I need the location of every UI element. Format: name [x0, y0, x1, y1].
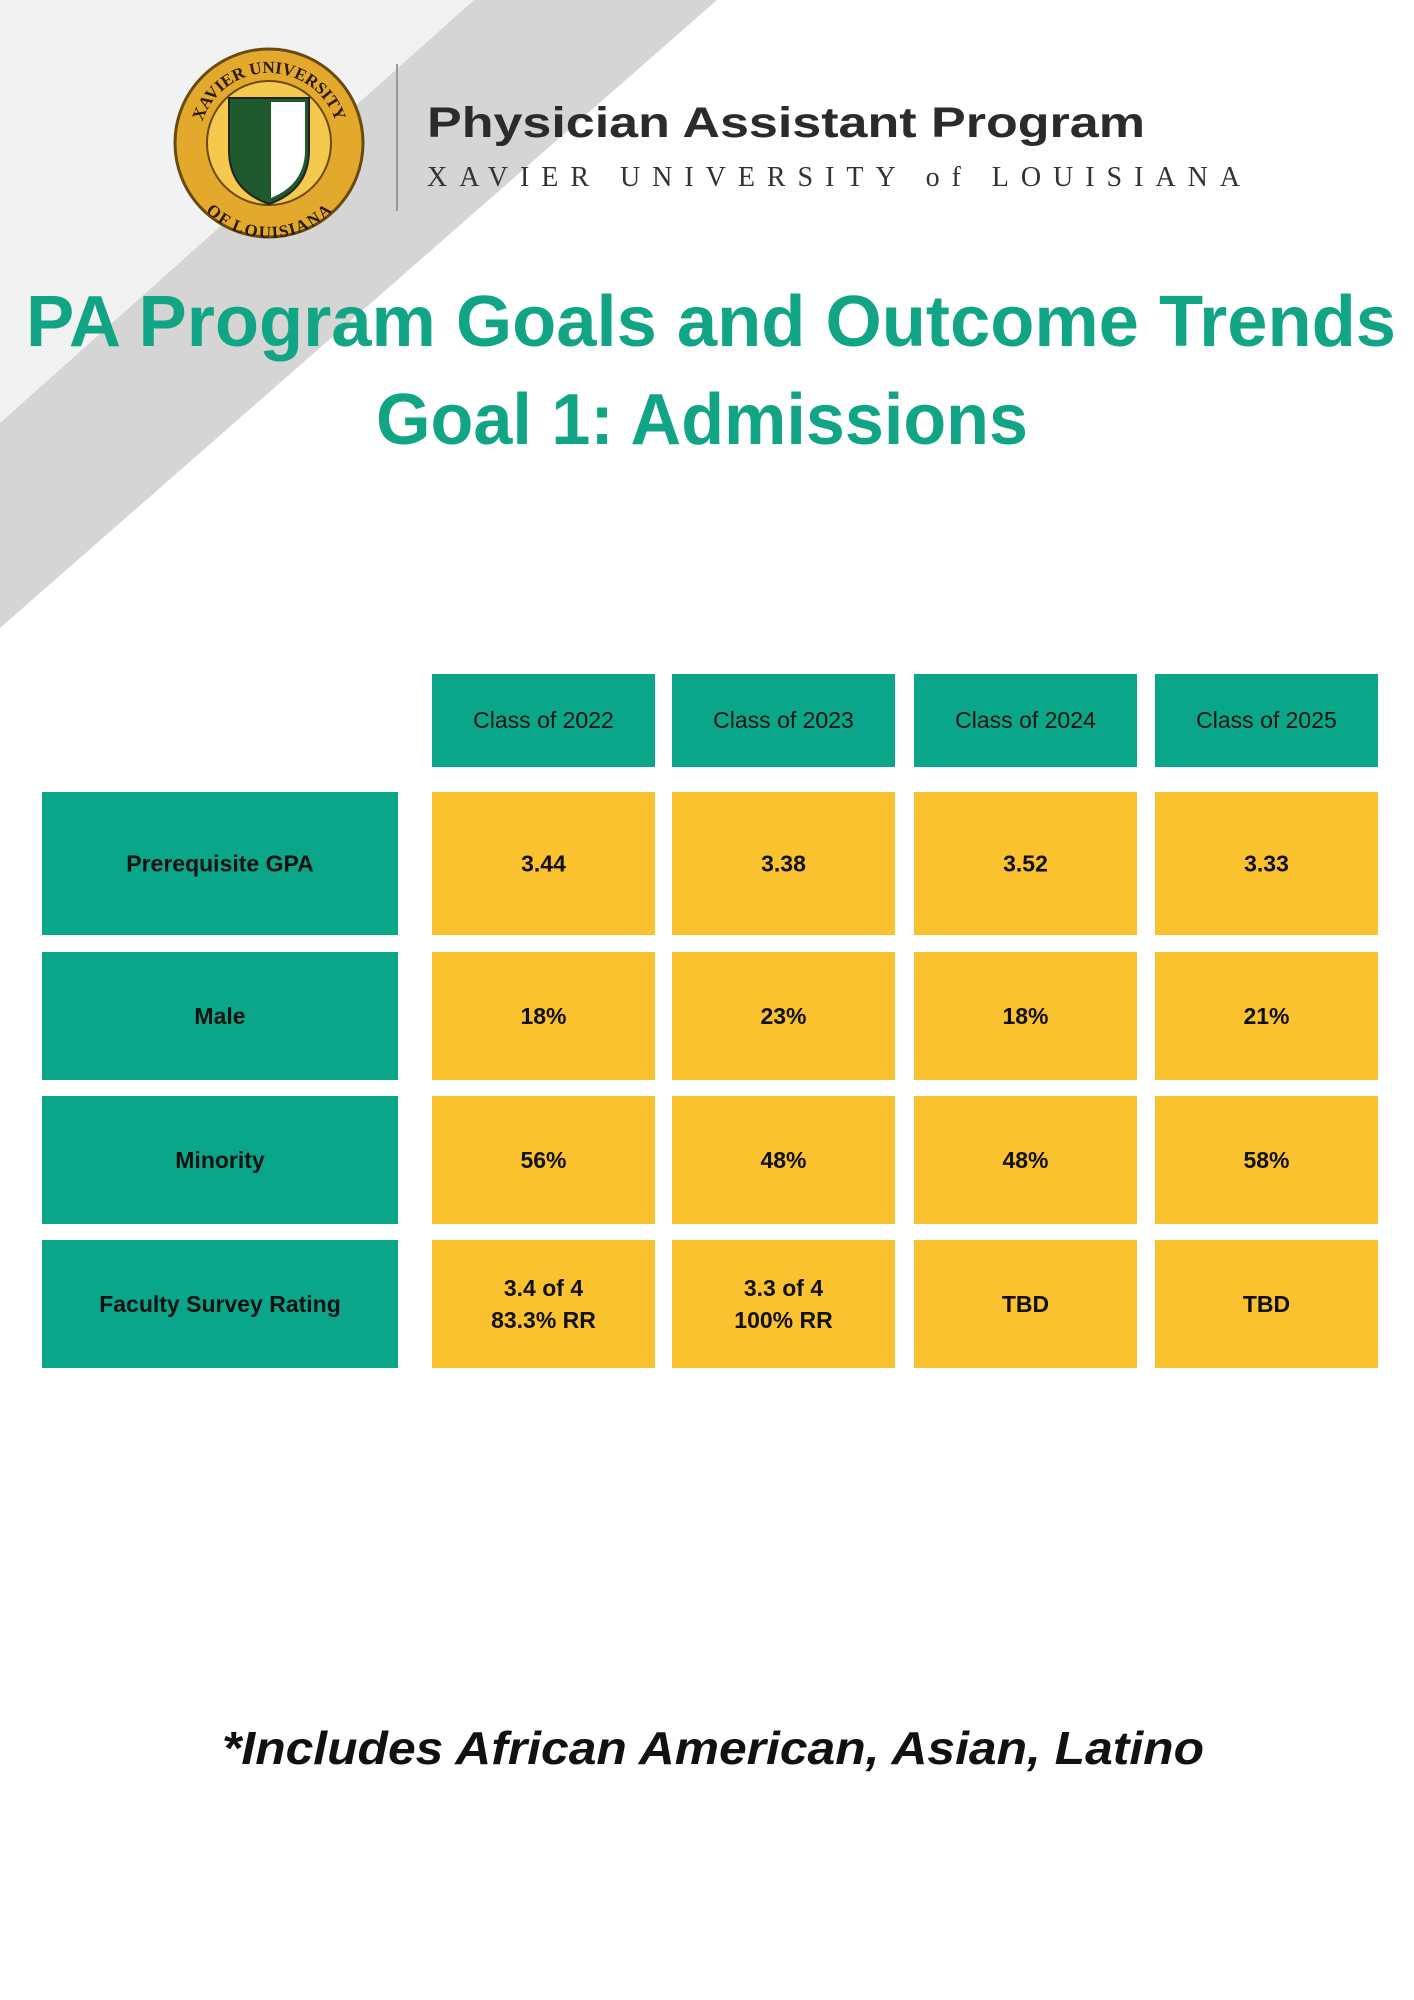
- header-text: Class of 2025: [1196, 707, 1337, 733]
- value-text: 21%: [1243, 1003, 1289, 1029]
- value-text: 3.44: [521, 851, 566, 877]
- value-cell: [1155, 1240, 1378, 1368]
- logo: XAVIER UNIVERSITY OF LOUISIANA: [173, 47, 365, 242]
- university-name: XAVIER UNIVERSITY of LOUISIANA: [427, 162, 1241, 193]
- value-text: 48%: [760, 1147, 806, 1173]
- row-label-cell: [42, 792, 398, 935]
- value-cell: [1155, 1096, 1378, 1224]
- value-text: 3.3 of 4: [744, 1275, 823, 1301]
- value-cell: [914, 792, 1137, 935]
- value-text: 100% RR: [734, 1307, 833, 1333]
- value-cell: [1155, 792, 1378, 935]
- value-cell: [432, 1096, 655, 1224]
- row-label: Faculty Survey Rating: [99, 1291, 341, 1317]
- row-label-cell: [42, 1240, 398, 1368]
- header-cell: [672, 674, 895, 767]
- value-text: 18%: [1002, 1003, 1048, 1029]
- value-text: TBD: [1002, 1291, 1049, 1317]
- page-title: PA Program Goals and Outcome Trends: [26, 282, 1396, 362]
- value-cell: [914, 952, 1137, 1080]
- page-subtitle: Goal 1: Admissions: [376, 380, 1028, 460]
- row-label-cell: [42, 952, 398, 1080]
- value-text: 23%: [760, 1003, 806, 1029]
- value-text: 3.33: [1244, 851, 1289, 877]
- value-text: 48%: [1002, 1147, 1048, 1173]
- value-text: 83.3% RR: [491, 1307, 596, 1333]
- header-cell: [1155, 674, 1378, 767]
- value-cell: [672, 952, 895, 1080]
- row-label: Minority: [175, 1147, 265, 1173]
- row-label: Male: [194, 1003, 245, 1029]
- header-cell: [914, 674, 1137, 767]
- value-text: 18%: [520, 1003, 566, 1029]
- program-name: Physician Assistant Program: [427, 99, 1145, 147]
- value-cell: [914, 1096, 1137, 1224]
- value-cell: [432, 952, 655, 1080]
- row-label-cell: [42, 1096, 398, 1224]
- value-cell: [672, 1240, 895, 1368]
- header-text: Class of 2022: [473, 707, 614, 733]
- corner-band: [0, 0, 717, 628]
- value-text: 3.38: [761, 851, 806, 877]
- value-text: 3.4 of 4: [504, 1275, 583, 1301]
- value-cell: [672, 792, 895, 935]
- value-cell: [432, 1240, 655, 1368]
- header-text: Class of 2023: [713, 707, 854, 733]
- footnote: *Includes African American, Asian, Latin…: [222, 1722, 1204, 1774]
- value-cell: [672, 1096, 895, 1224]
- logo-shield-right: [271, 102, 305, 198]
- value-text: TBD: [1243, 1291, 1290, 1317]
- header-cell: [432, 674, 655, 767]
- value-cell: [1155, 952, 1378, 1080]
- value-text: 3.52: [1003, 851, 1048, 877]
- table: Class of 2022 Class of 2023 Class of 2024 C…: [42, 674, 1378, 1368]
- value-text: 58%: [1243, 1147, 1289, 1173]
- header-text: Class of 2024: [955, 707, 1096, 733]
- value-cell: [432, 792, 655, 935]
- value-cell: [914, 1240, 1137, 1368]
- row-label: Prerequisite GPA: [126, 851, 313, 877]
- value-text: 56%: [520, 1147, 566, 1173]
